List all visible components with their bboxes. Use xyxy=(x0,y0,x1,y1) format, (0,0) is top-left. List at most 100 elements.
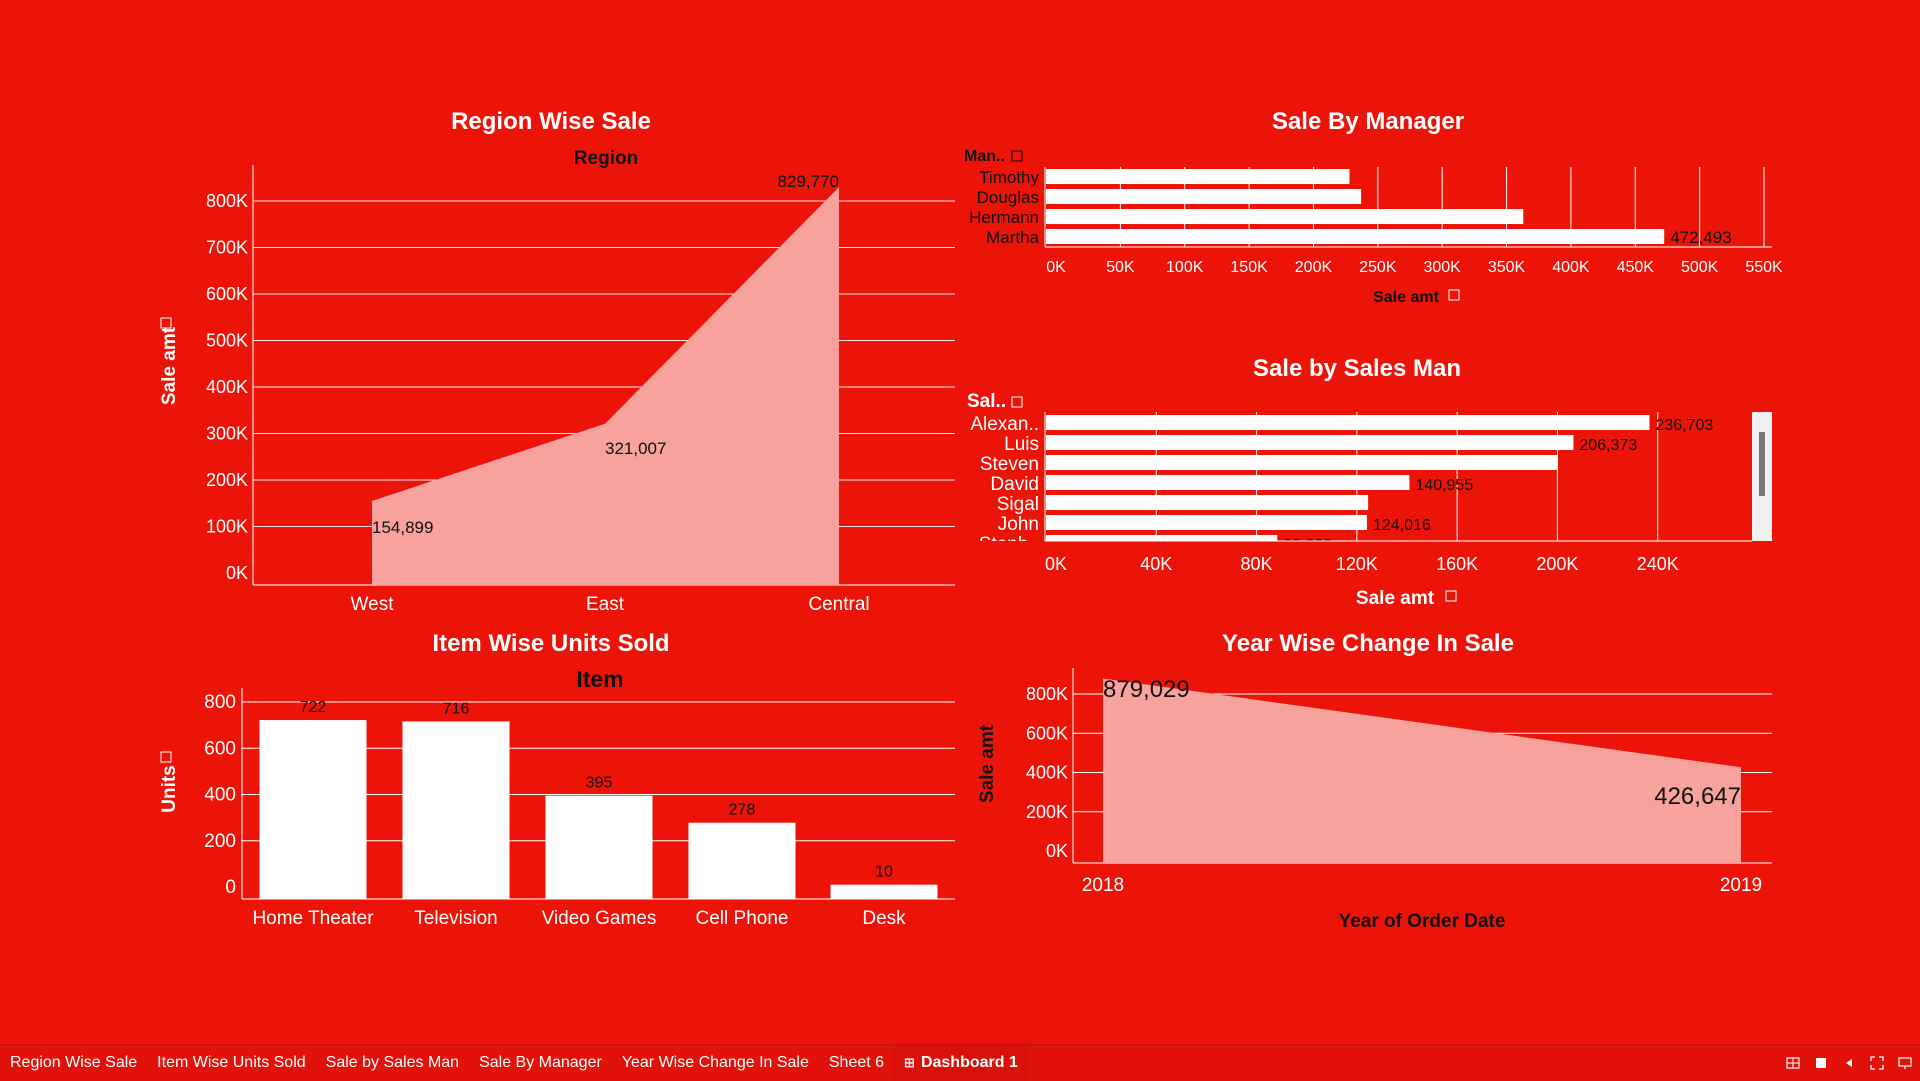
dashboard-icon: ⊞ xyxy=(904,1055,915,1070)
x-category-label: Home Theater xyxy=(252,908,374,929)
y-category-label: Alexan.. xyxy=(970,414,1039,435)
y-category-label: Hermann xyxy=(969,208,1039,227)
y-axis-title: Sale amt xyxy=(159,326,180,405)
x-tick-label: 450K xyxy=(1617,259,1655,276)
y-tick-label: 400K xyxy=(1026,763,1068,783)
bar xyxy=(1046,189,1362,204)
sort-icon xyxy=(1445,590,1457,602)
y-tick-label: 200K xyxy=(206,470,248,490)
area-series xyxy=(1103,678,1741,863)
data-label: 10 xyxy=(875,864,893,881)
data-label: 140,955 xyxy=(1415,477,1473,494)
bar xyxy=(1046,209,1524,224)
data-label: 395 xyxy=(586,775,613,792)
data-label: 321,007 xyxy=(605,439,666,458)
year-wise-change-chart: Year Wise Change In Sale 0K 200K 400K 600K 80… xyxy=(977,630,1772,932)
chart-title: Year Wise Change In Sale xyxy=(1222,630,1514,657)
y-tick-label: 200 xyxy=(204,831,236,852)
x-axis-title: Year of Order Date xyxy=(1339,911,1506,932)
y-tick-label: 800 xyxy=(204,692,236,713)
x-tick-label: 200K xyxy=(1295,259,1333,276)
status-icons xyxy=(1786,1045,1912,1081)
data-label: 88,263 xyxy=(1283,537,1332,554)
x-tick-label: 40K xyxy=(1140,554,1172,574)
x-tick-label: 300K xyxy=(1423,259,1461,276)
x-axis-title: Sale amt xyxy=(1356,588,1435,609)
tab-sale-by-sales-man[interactable]: Sale by Sales Man xyxy=(325,1054,460,1071)
sheet-tab-bar: Region Wise Sale Item Wise Units Sold Sa… xyxy=(0,1044,1920,1081)
bar xyxy=(1046,475,1410,490)
y-category-label: David xyxy=(990,474,1039,495)
data-label: 716 xyxy=(443,700,470,717)
chart-title: Region Wise Sale xyxy=(451,108,651,135)
y-category-label: Douglas xyxy=(977,188,1039,207)
x-tick-label: 400K xyxy=(1552,259,1590,276)
data-label: 426,647 xyxy=(1654,783,1741,810)
x-tick-label: 250K xyxy=(1359,259,1397,276)
bar xyxy=(688,822,796,899)
sort-icon xyxy=(160,751,172,763)
column-header: Item xyxy=(576,666,623,692)
y-tick-label: 400 xyxy=(204,785,236,806)
tab-region-wise-sale[interactable]: Region Wise Sale xyxy=(10,1054,138,1071)
area-series xyxy=(372,187,839,585)
y-tick-label: 300K xyxy=(206,424,248,444)
x-tick-label: 550K xyxy=(1745,259,1783,276)
bar xyxy=(545,795,653,899)
tab-year-wise-change-in-sale[interactable]: Year Wise Change In Sale xyxy=(621,1054,809,1071)
y-tick-label: 800K xyxy=(206,191,248,211)
y-tick-label: 100K xyxy=(206,517,248,537)
y-category-label: Steven xyxy=(980,454,1039,475)
bar xyxy=(1046,515,1367,530)
tab-sheet-6[interactable]: Sheet 6 xyxy=(828,1054,885,1071)
x-tick-label: 50K xyxy=(1106,259,1135,276)
y-axis-title: Units xyxy=(159,765,180,813)
sort-icon xyxy=(1448,289,1460,301)
y-category-label: Martha xyxy=(986,228,1039,247)
data-label: 278 xyxy=(729,802,756,819)
item-wise-units-sold-chart: Item Wise Units Sold Item 0 200 400 600 800 722… xyxy=(159,630,955,929)
y-category-label: Sigal xyxy=(997,494,1039,515)
sort-icon xyxy=(1011,150,1023,162)
tab-dashboard-1[interactable]: ⊞ Dashboard 1 xyxy=(894,1045,1028,1081)
y-tick-label: 0K xyxy=(226,563,248,583)
row-header: Man.. xyxy=(964,148,1005,165)
sale-by-sales-man-chart: Sale by Sales Man Sal..Alexan.. 236,703 Lui… xyxy=(967,355,1772,609)
x-category-label: 2019 xyxy=(1720,875,1762,896)
scrollbar-thumb[interactable] xyxy=(1759,432,1765,496)
sort-icon xyxy=(1011,396,1023,408)
y-tick-label: 400K xyxy=(206,377,248,397)
data-label: 472,493 xyxy=(1670,228,1731,247)
row-header: Sal.. xyxy=(967,391,1006,412)
present-icon[interactable] xyxy=(1898,1056,1912,1070)
y-axis-title: Sale amt xyxy=(977,724,998,803)
y-tick-label: 200K xyxy=(1026,802,1068,822)
single-view-icon[interactable] xyxy=(1814,1056,1828,1070)
bar xyxy=(1046,535,1278,541)
x-category-label: Television xyxy=(414,908,497,929)
x-tick-label: 100K xyxy=(1166,259,1204,276)
fullscreen-icon[interactable] xyxy=(1870,1056,1884,1070)
column-header: Region xyxy=(574,148,638,169)
y-category-label: Steph.. xyxy=(979,534,1039,555)
x-category-label: Video Games xyxy=(542,908,657,929)
grid-view-icon[interactable] xyxy=(1786,1056,1800,1070)
bar xyxy=(1046,455,1558,470)
y-tick-label: 0K xyxy=(1046,841,1068,861)
tab-sale-by-manager[interactable]: Sale By Manager xyxy=(479,1054,602,1071)
bar xyxy=(402,721,510,899)
x-tick-label: 240K xyxy=(1637,554,1679,574)
x-category-label: East xyxy=(586,594,625,615)
x-tick-label: 0K xyxy=(1045,554,1067,574)
bar xyxy=(1046,495,1369,510)
bar xyxy=(259,720,367,899)
tab-item-wise-units-sold[interactable]: Item Wise Units Sold xyxy=(157,1054,306,1071)
sort-icon xyxy=(160,317,172,329)
previous-icon[interactable] xyxy=(1842,1056,1856,1070)
x-category-label: 2018 xyxy=(1082,875,1124,896)
y-tick-label: 600 xyxy=(204,738,236,759)
bar xyxy=(1046,169,1350,184)
x-tick-label: 500K xyxy=(1681,259,1719,276)
data-label: 154,899 xyxy=(372,518,433,537)
